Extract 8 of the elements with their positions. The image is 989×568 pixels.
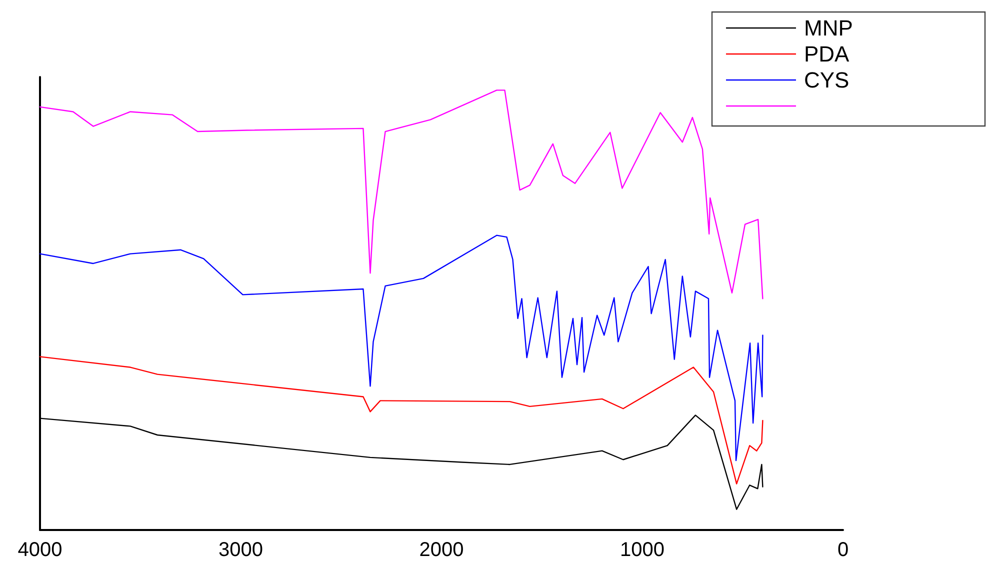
x-tick-label: 2000 xyxy=(419,539,464,561)
x-tick-label: 4000 xyxy=(18,539,62,561)
x-tick-label: 3000 xyxy=(218,539,263,561)
legend-label: CYS xyxy=(804,68,850,92)
x-tick-label: 1000 xyxy=(620,539,664,561)
x-tick-label: 0 xyxy=(837,539,849,561)
legend-label: MNP xyxy=(804,16,853,40)
legend-label: PDA xyxy=(804,42,850,66)
